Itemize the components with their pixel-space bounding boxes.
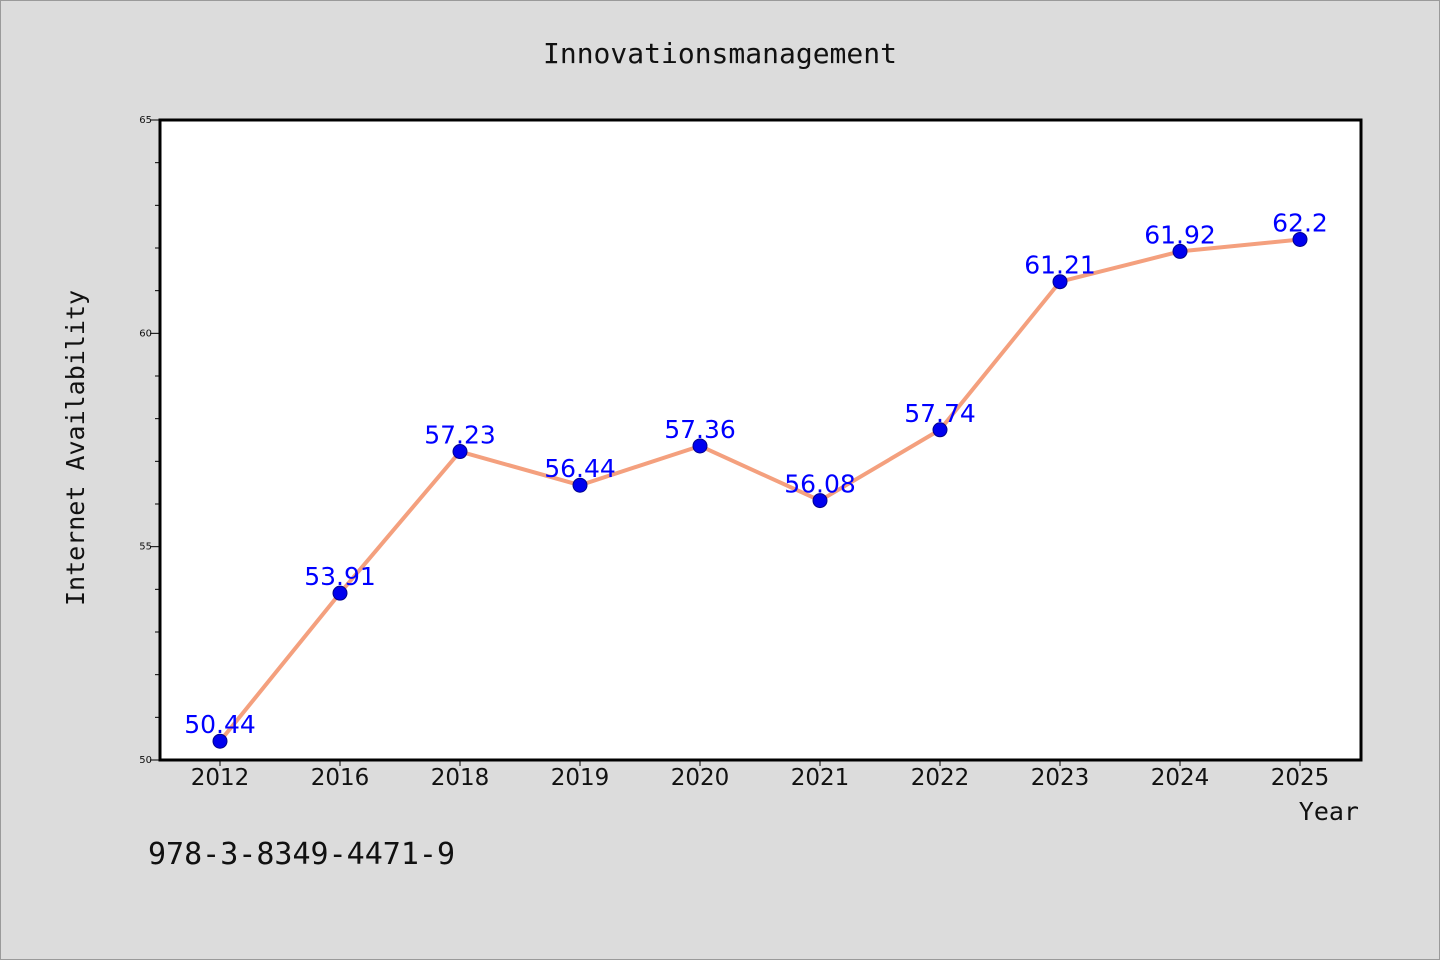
data-point bbox=[572, 477, 588, 493]
x-tick-label: 2023 bbox=[1031, 765, 1090, 791]
x-axis: 2012 2016 2018 2019 2020 2021 2022 2023 2024 2025 bbox=[191, 760, 1330, 791]
data-point bbox=[212, 733, 228, 749]
data-point bbox=[1052, 274, 1068, 290]
data-label: 61.21 bbox=[1024, 251, 1096, 280]
data-label: 57.74 bbox=[904, 399, 976, 428]
data-labels: 50.44 53.91 57.23 56.44 57.36 56.08 57.74 61.21… bbox=[184, 208, 1328, 739]
y-tick-label: 55 bbox=[139, 542, 152, 553]
x-tick-label: 2022 bbox=[911, 765, 970, 791]
data-point bbox=[812, 493, 828, 509]
x-tick-label: 2021 bbox=[791, 765, 850, 791]
data-label: 61.92 bbox=[1144, 220, 1216, 249]
data-label: 57.36 bbox=[664, 415, 736, 444]
data-label: 62.2 bbox=[1272, 208, 1328, 237]
x-tick-label: 2024 bbox=[1151, 765, 1210, 791]
data-label: 56.44 bbox=[544, 454, 616, 483]
isbn-text: 978-3-8349-4471-9 bbox=[148, 837, 455, 872]
data-label: 53.91 bbox=[304, 562, 376, 591]
x-tick-label: 2025 bbox=[1271, 765, 1330, 791]
x-tick-label: 2018 bbox=[431, 765, 490, 791]
x-axis-label: Year bbox=[1299, 797, 1359, 826]
data-label: 50.44 bbox=[184, 710, 256, 739]
series-line bbox=[218, 237, 1302, 744]
data-point bbox=[692, 438, 708, 454]
x-tick-label: 2019 bbox=[551, 765, 610, 791]
chart-title: Innovationsmanagement bbox=[543, 37, 897, 70]
y-tick-label: 50 bbox=[139, 755, 152, 766]
series-line-group bbox=[218, 237, 1302, 744]
x-tick-label: 2016 bbox=[311, 765, 370, 791]
data-markers bbox=[212, 231, 1308, 749]
y-tick-label: 60 bbox=[139, 328, 152, 339]
data-label: 57.23 bbox=[424, 421, 496, 450]
y-axis: 50 55 60 65 bbox=[139, 115, 160, 766]
data-point bbox=[1172, 243, 1188, 259]
plot-area bbox=[158, 118, 1363, 762]
y-tick-label: 65 bbox=[139, 115, 152, 126]
data-point bbox=[1292, 231, 1308, 247]
y-axis-label: Internet Availability bbox=[61, 290, 90, 606]
data-label: 56.08 bbox=[784, 470, 856, 499]
data-point bbox=[932, 422, 948, 438]
data-point bbox=[332, 585, 348, 601]
x-tick-label: 2020 bbox=[671, 765, 730, 791]
data-point bbox=[452, 444, 468, 460]
x-tick-label: 2012 bbox=[191, 765, 250, 791]
